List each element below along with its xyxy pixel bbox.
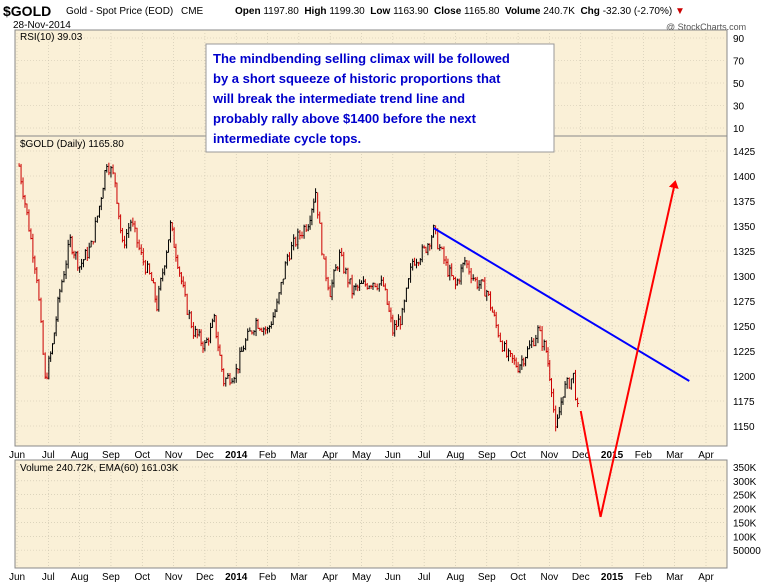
x-tick-label: Aug [447, 450, 465, 461]
x-tick-label: Dec [572, 450, 590, 461]
x-tick-label: Nov [541, 450, 559, 461]
rsi-tick-label: 90 [733, 34, 745, 45]
price-tick-label: 1425 [733, 147, 756, 158]
x-tick-label: Mar [290, 450, 308, 461]
volume-tick-label: 50000 [733, 546, 761, 557]
price-tick-label: 1375 [733, 197, 756, 208]
x-tick-label: Sep [478, 450, 496, 461]
x-tick-label: 2014 [225, 572, 248, 583]
annotation-line: by a short squeeze of historic proportio… [213, 71, 501, 86]
x-tick-label: Aug [71, 450, 89, 461]
x-tick-label: Nov [165, 450, 183, 461]
price-label: $GOLD (Daily) 1165.80 [20, 139, 124, 150]
price-tick-label: 1175 [733, 397, 755, 408]
exchange-label: CME [181, 6, 204, 17]
price-tick-label: 1325 [733, 247, 756, 258]
x-tick-label: Oct [134, 450, 150, 461]
x-tick-label: Apr [698, 450, 714, 461]
x-tick-label: Oct [510, 450, 526, 461]
intermediate-trend-line [433, 227, 690, 382]
rsi-label: RSI(10) 39.03 [20, 32, 83, 43]
x-tick-label: Jul [42, 450, 55, 461]
volume-tick-label: 250K [733, 491, 757, 502]
volume-tick-label: 200K [733, 505, 757, 516]
ohlc-readout: Open 1197.80 High 1199.30 Low 1163.90 Cl… [235, 6, 685, 17]
price-tick-label: 1400 [733, 172, 756, 183]
x-tick-label: Mar [666, 572, 684, 583]
volume-tick-label: 350K [733, 463, 757, 474]
x-tick-label: Dec [196, 572, 214, 583]
x-tick-label: 2014 [225, 450, 248, 461]
volume-tick-label: 150K [733, 518, 757, 529]
x-tick-label: Oct [510, 572, 526, 583]
volume-panel [14, 459, 728, 569]
x-tick-label: Jul [418, 572, 431, 583]
x-tick-label: Mar [290, 572, 308, 583]
x-tick-label: Jun [385, 572, 401, 583]
annotation-line: probably rally above $1400 before the ne… [213, 111, 477, 126]
x-tick-label: 2015 [601, 572, 624, 583]
x-tick-label: Dec [196, 450, 214, 461]
volume-label: Volume 240.72K, EMA(60) 161.03K [20, 463, 179, 474]
x-tick-label: Feb [635, 450, 653, 461]
annotation-line: intermediate cycle tops. [213, 131, 361, 146]
x-tick-label: Feb [635, 572, 653, 583]
price-tick-label: 1150 [733, 422, 755, 433]
x-tick-label: Feb [259, 450, 277, 461]
annotation-line: will break the intermediate trend line a… [212, 91, 465, 106]
volume-tick-label: 300K [733, 477, 757, 488]
x-tick-label: Jun [9, 450, 25, 461]
projection-arrow [579, 180, 679, 518]
x-tick-label: Nov [165, 572, 183, 583]
price-panel [14, 135, 728, 447]
price-tick-label: 1250 [733, 322, 756, 333]
rsi-tick-label: 50 [733, 79, 745, 90]
ticker-description: Gold - Spot Price (EOD) [66, 6, 174, 17]
rsi-tick-label: 70 [733, 57, 745, 68]
watermark: @ StockCharts.com [666, 22, 747, 32]
x-tick-label: Oct [134, 572, 150, 583]
x-tick-label: Jun [385, 450, 401, 461]
x-tick-label: Aug [447, 572, 465, 583]
price-tick-label: 1300 [733, 272, 756, 283]
x-tick-label: Jul [42, 572, 55, 583]
x-tick-label: Apr [322, 572, 338, 583]
price-tick-label: 1275 [733, 297, 756, 308]
x-tick-label: Nov [541, 572, 559, 583]
annotation-box [205, 43, 555, 153]
price-tick-label: 1350 [733, 222, 756, 233]
x-tick-label: Jun [9, 572, 25, 583]
x-tick-label: Mar [666, 450, 684, 461]
x-tick-label: Jul [418, 450, 431, 461]
x-tick-label: Apr [698, 572, 714, 583]
x-tick-label: Sep [478, 572, 496, 583]
x-tick-label: Sep [102, 450, 120, 461]
x-tick-label: May [352, 450, 371, 461]
rsi-tick-label: 10 [733, 124, 745, 135]
rsi-tick-label: 30 [733, 102, 745, 113]
x-tick-label: May [352, 572, 371, 583]
chart-date: 28-Nov-2014 [13, 20, 71, 31]
x-tick-label: Dec [572, 572, 590, 583]
x-tick-label: Apr [322, 450, 338, 461]
annotation-line: The mindbending selling climax will be f… [213, 51, 510, 66]
ticker-title: $GOLD [3, 3, 52, 19]
price-tick-label: 1200 [733, 372, 756, 383]
x-tick-label: 2015 [601, 450, 624, 461]
x-tick-label: Sep [102, 572, 120, 583]
price-tick-label: 1225 [733, 347, 756, 358]
x-tick-label: Feb [259, 572, 277, 583]
x-tick-label: Aug [71, 572, 89, 583]
volume-tick-label: 100K [733, 532, 757, 543]
